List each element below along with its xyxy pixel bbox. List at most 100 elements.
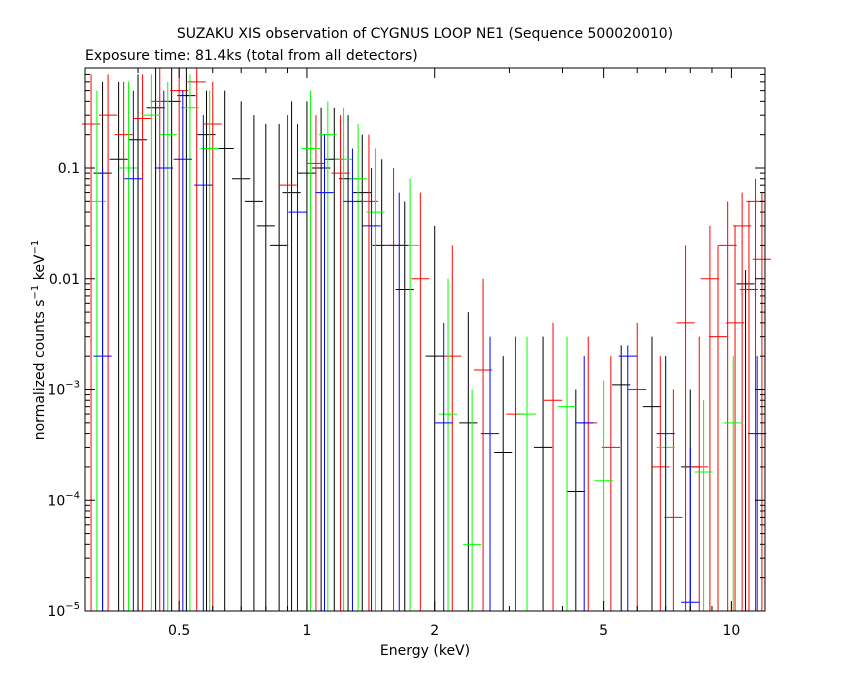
data-point <box>395 201 414 611</box>
data-point <box>463 389 482 611</box>
data-point <box>343 148 362 611</box>
data-point <box>203 81 222 611</box>
data-point <box>733 192 752 611</box>
data-point <box>724 356 743 611</box>
data-point <box>612 345 631 611</box>
data-point <box>334 107 353 611</box>
data-point <box>119 81 138 611</box>
data-points-layer <box>81 68 772 611</box>
x-tick-label: 2 <box>430 623 439 639</box>
data-point <box>318 101 337 611</box>
data-point <box>480 336 500 611</box>
data-point <box>708 245 728 611</box>
data-point <box>517 336 537 611</box>
data-point <box>506 336 525 611</box>
data-point <box>443 245 462 611</box>
y-tick-label: 0.01 <box>49 272 80 288</box>
data-point <box>288 123 307 611</box>
data-point <box>543 322 563 611</box>
data-point <box>618 345 637 611</box>
data-point <box>128 74 148 611</box>
data-point <box>177 68 196 611</box>
data-point <box>297 101 317 611</box>
data-point <box>306 115 326 611</box>
chart-subtitle: Exposure time: 81.4ks (total from all de… <box>85 48 418 64</box>
data-point <box>187 68 206 611</box>
data-point <box>146 68 165 611</box>
data-point <box>244 115 264 611</box>
data-point <box>278 115 297 611</box>
data-point <box>579 336 598 611</box>
y-axis-label-mid: keV <box>32 254 48 285</box>
data-point <box>628 322 647 611</box>
data-point <box>353 134 372 611</box>
data-point <box>87 90 107 611</box>
y-axis-label-sup1: −1 <box>30 285 41 300</box>
data-point <box>173 90 192 611</box>
data-point <box>676 245 695 611</box>
data-point <box>473 278 493 611</box>
data-point <box>694 400 713 611</box>
data-point <box>93 168 112 611</box>
plot-frame <box>84 67 766 612</box>
data-point <box>718 201 737 611</box>
x-tick-label: 1 <box>302 623 311 639</box>
data-point <box>700 225 720 611</box>
data-point <box>109 81 128 611</box>
data-point <box>459 312 478 611</box>
data-point <box>349 123 368 611</box>
y-axis: 0.1 0.01 10−3 10−4 10−5 <box>47 67 765 620</box>
data-point <box>180 74 200 611</box>
data-point <box>601 356 620 611</box>
data-point <box>533 336 553 611</box>
data-point <box>575 356 594 611</box>
data-point <box>362 168 381 611</box>
x-tick-label: 5 <box>599 623 608 639</box>
x-axis-label: Energy (keV) <box>380 643 470 659</box>
data-point <box>438 278 458 611</box>
data-point <box>656 356 675 611</box>
y-tick-label: 10−5 <box>47 601 80 620</box>
data-point <box>400 178 420 611</box>
chart-title: SUZAKU XIS observation of CYGNUS LOOP NE… <box>177 26 673 42</box>
data-point <box>215 90 234 611</box>
data-point <box>384 168 403 611</box>
y-tick-label: 10−4 <box>47 490 80 509</box>
y-axis-label-base: normalized counts s <box>32 299 48 440</box>
data-point <box>98 74 118 611</box>
y-axis-label-sup2: −1 <box>30 240 41 255</box>
data-point <box>150 68 169 611</box>
y-tick-label: 10−3 <box>47 380 80 399</box>
data-point <box>194 115 213 611</box>
data-point <box>664 389 683 611</box>
data-point <box>232 101 251 611</box>
data-point <box>690 336 709 611</box>
data-point <box>162 68 181 611</box>
data-point <box>725 225 745 611</box>
y-axis-label: normalized counts s−1 keV−1 <box>30 240 48 441</box>
data-point <box>739 201 759 611</box>
data-point <box>158 81 177 611</box>
data-point <box>411 192 430 611</box>
data-point <box>651 356 670 611</box>
x-tick-label: 0.5 <box>168 623 190 639</box>
data-point <box>331 115 350 611</box>
x-axis: 0.5 1 2 5 10 <box>84 68 740 639</box>
data-point <box>142 74 161 611</box>
x-tick-label: 10 <box>722 623 740 639</box>
data-point <box>390 192 409 611</box>
data-point <box>681 447 700 611</box>
data-point <box>434 322 453 611</box>
data-point <box>752 192 772 611</box>
data-point <box>494 356 513 611</box>
data-point <box>133 74 152 611</box>
data-point <box>154 90 173 611</box>
data-point <box>594 380 613 611</box>
data-point <box>312 107 331 611</box>
data-point <box>270 123 289 611</box>
data-point <box>557 336 577 611</box>
data-point <box>256 123 275 611</box>
data-point <box>425 225 444 611</box>
